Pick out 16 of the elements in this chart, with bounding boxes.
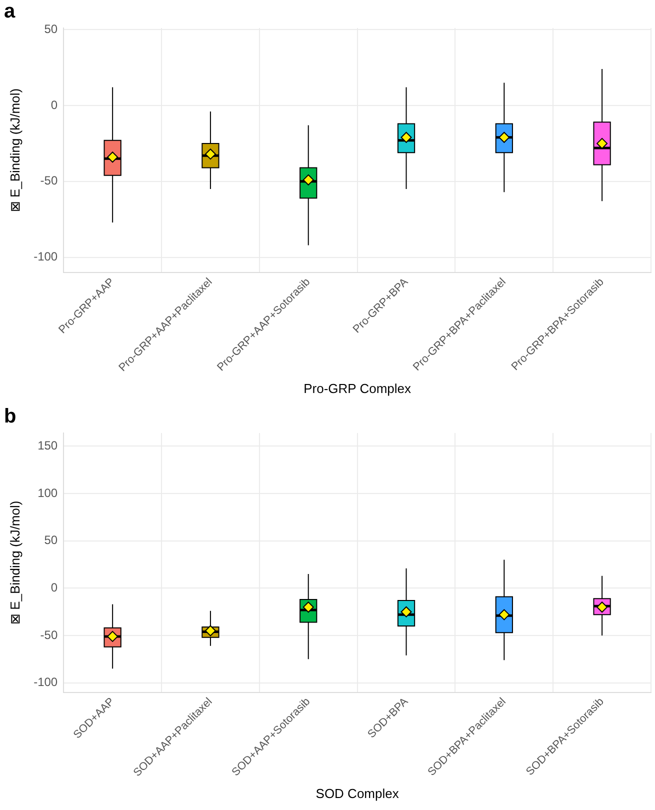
y-tick-label: 0 (50, 98, 58, 112)
chart-title: b (4, 406, 16, 428)
y-tick-label: -100 (34, 675, 58, 690)
y-tick-label: -50 (40, 628, 58, 642)
y-axis-title: ⊠ E_Binding (kJ/mol) (7, 88, 22, 212)
chart-title: a (4, 0, 16, 23)
y-tick-label: 0 (50, 580, 58, 594)
y-tick-label: 100 (38, 486, 58, 500)
x-axis-title: SOD Complex (316, 786, 400, 801)
x-axis-title: Pro-GRP Complex (304, 380, 412, 396)
y-tick-label: -100 (34, 250, 58, 264)
y-tick-label: 50 (44, 22, 58, 36)
y-axis-title: ⊠ E_Binding (kJ/mol) (7, 500, 22, 624)
y-tick-label: -50 (40, 174, 58, 188)
y-tick-label: 150 (38, 438, 58, 453)
y-tick-label: 50 (44, 533, 58, 548)
